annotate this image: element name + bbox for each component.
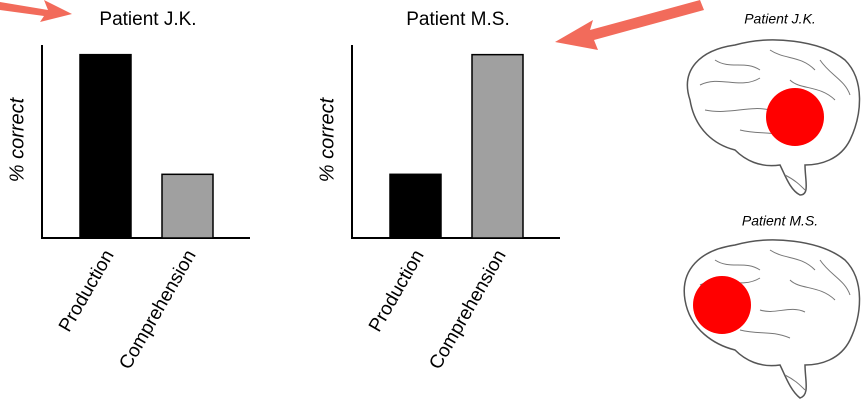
y-axis-label: % correct [6,96,28,182]
chart-title: Patient M.S. [406,9,510,30]
x-tick-label: Production [55,247,119,336]
figure: Patient J.K. Patient M.S. Patient J.K. % … [0,0,864,411]
lesion-marker [693,276,751,334]
brain-illustration [687,40,859,195]
brain-illustration [684,240,859,398]
bar [162,174,213,238]
bar [80,55,131,238]
bar [472,55,523,238]
x-tick-label: Production [365,247,429,336]
lesion-marker [766,88,824,146]
x-tick-label: Comprehension [425,247,510,374]
brain-label: Patient M.S. [742,213,818,229]
arrow [0,0,72,22]
brain-label: Patient J.K. [744,11,816,27]
bar [390,174,441,238]
chart-title: Patient J.K. [99,9,196,30]
y-axis-label: % correct [316,96,338,182]
x-tick-label: Comprehension [115,247,200,374]
arrow [555,0,704,50]
